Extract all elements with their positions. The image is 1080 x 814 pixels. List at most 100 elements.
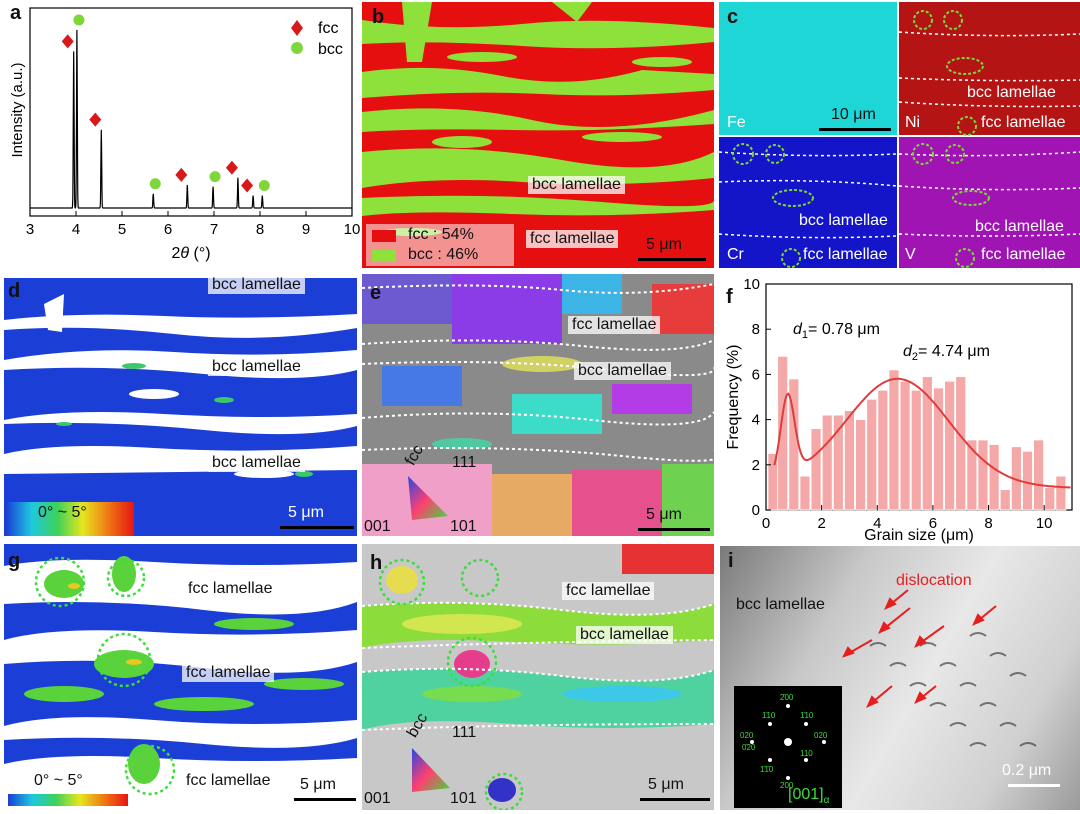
- panel-label-e: e: [370, 282, 382, 304]
- ipf-bcc-image: [362, 544, 714, 810]
- ni-fcc-label: fcc lamellae: [981, 114, 1066, 131]
- v-label: V: [905, 246, 916, 263]
- eds-boundary-overlay: [719, 10, 1080, 268]
- grain-size-bar: [810, 428, 822, 511]
- bcc-legend-swatch: [372, 250, 396, 262]
- scale-bar-label: 5 μm: [288, 504, 324, 521]
- d2-annotation: d2= 4.74 μm: [903, 343, 990, 363]
- tem-image: [842, 589, 1037, 747]
- panel-label-c: c: [727, 6, 739, 28]
- grain-size-bar: [999, 489, 1011, 511]
- grain-size-bar: [977, 439, 989, 511]
- scale-bar-label: 5 μm: [646, 506, 682, 523]
- panel-label-d: d: [8, 280, 21, 302]
- bcc-legend-label: bcc: [318, 41, 343, 58]
- fcc-legend-label: fcc: [318, 20, 338, 37]
- misorientation-colorbar: [8, 794, 128, 806]
- lamellae-label-low: bcc lamellae: [208, 454, 305, 472]
- bcc-lamellae-label: bcc lamellae: [736, 596, 825, 613]
- colorbar-label: 0° ~ 5°: [38, 504, 87, 521]
- x-tick-label: 0: [762, 515, 770, 532]
- bcc-peak-marker: [209, 171, 221, 183]
- y-tick-label: 4: [752, 412, 760, 429]
- saed-spot-label: 020: [740, 731, 754, 740]
- grain-size-bar: [910, 389, 922, 511]
- panel-e-ipf-fcc: fcc lamellae bcc lamellae fcc 111 001 10…: [362, 274, 714, 536]
- panel-label-g: g: [8, 550, 21, 572]
- saed-zone-axis: [001]α: [788, 786, 830, 807]
- grain-size-bar: [888, 369, 900, 511]
- scale-bar-label: 10 μm: [831, 106, 876, 123]
- cr-bcc-label: bcc lamellae: [799, 212, 888, 229]
- saed-pattern: 2̄00 1̄10 020 1̄10 110 020 0̄20 1̄1̄0 20…: [740, 693, 828, 790]
- grain-size-bar: [777, 355, 789, 511]
- x-tick-label: 10: [344, 221, 360, 238]
- x-tick-label: 3: [26, 221, 34, 238]
- fcc-peak-marker: [241, 178, 254, 193]
- d1-annotation: d1= 0.78 μm: [793, 321, 880, 341]
- x-tick-label: 4: [72, 221, 80, 238]
- y-tick-label: 2: [752, 457, 760, 474]
- saed-spot-label: 200: [780, 781, 794, 790]
- misorientation-colorbar: [6, 502, 134, 536]
- v-map: [899, 137, 1080, 268]
- fe-label: Fe: [727, 114, 746, 131]
- scale-bar: [640, 798, 710, 801]
- grain-size-bar: [1022, 450, 1033, 511]
- v-fcc-label: fcc lamellae: [981, 246, 1066, 263]
- grain-size-bar: [832, 414, 844, 511]
- grain-size-bar: [767, 453, 779, 511]
- grain-size-bar: [855, 419, 866, 511]
- ipf-triangle: [412, 748, 450, 792]
- fcc-peak-marker: [175, 167, 188, 182]
- fcc-fraction-label: fcc : 54%: [408, 226, 474, 243]
- fcc-legend-marker: [291, 20, 303, 36]
- grain-size-bar: [933, 387, 944, 511]
- panel-h-ipf-bcc: fcc lamellae bcc lamellae bcc 111 001 10…: [362, 544, 714, 810]
- v-bcc-label: bcc lamellae: [975, 218, 1064, 235]
- ni-map: [899, 2, 1080, 135]
- grain-size-bar: [844, 410, 855, 511]
- panel-a-xrd: 3 4 5 6 7 8 9 10 fcc bcc Intensity (a.u.) 2θ (°…: [0, 0, 360, 268]
- y-tick-label: 10: [743, 276, 760, 293]
- panel-f-grain-size: 0 2 4 6 8 10 0 2 4 6 8 10 d1= 0.78 μm d2= 4.74 μm G…: [718, 274, 1080, 544]
- y-tick-label: 6: [752, 366, 760, 383]
- grain-size-bar: [921, 376, 933, 511]
- fcc-lamellae-label: fcc lamellae: [526, 230, 619, 248]
- bcc-legend-marker: [291, 42, 303, 54]
- scale-bar: [1008, 784, 1060, 787]
- saed-spot-label: 1̄1̄0: [760, 765, 774, 774]
- ipf-101-label: 101: [450, 518, 477, 535]
- grain-size-bar: [899, 380, 911, 511]
- cr-fcc-label: fcc lamellae: [803, 246, 888, 263]
- grain-size-bar: [1044, 486, 1056, 511]
- grain-size-bar: [966, 439, 978, 511]
- xrd-ylabel: Intensity (a.u.): [9, 62, 26, 157]
- bcc-lamellae-label: bcc lamellae: [574, 362, 671, 380]
- kam-bcc-image: [4, 278, 357, 536]
- bcc-fraction-label: bcc : 46%: [408, 246, 479, 263]
- fcc-peak-marker: [225, 160, 238, 175]
- grain-size-bar: [1055, 475, 1067, 511]
- fcc-lamellae-label: fcc lamellae: [568, 316, 661, 334]
- grain-size-bar: [1033, 439, 1045, 511]
- panel-label-i: i: [728, 550, 734, 572]
- x-tick-label: 7: [210, 221, 218, 238]
- grain-size-bar: [877, 389, 889, 511]
- saed-spot-label: 1̄10: [762, 711, 776, 720]
- panel-i-tem: bcc lamellae dislocation 2̄00 1̄10 020 1…: [720, 546, 1080, 810]
- bcc-lamellae-label: bcc lamellae: [576, 626, 673, 644]
- grain-size-ticks: 0 2 4 6 8 10 0 2 4 6 8 10: [743, 276, 1052, 532]
- panel-label-a: a: [10, 2, 22, 24]
- xrd-chart: 3 4 5 6 7 8 9 10 fcc bcc Intensity (a.u.) 2θ (°…: [9, 7, 360, 262]
- grain-size-bar: [799, 475, 811, 511]
- scale-bar-label: 0.2 μm: [1002, 762, 1052, 779]
- grain-size-bars: [767, 355, 1067, 511]
- scale-bar-label: 5 μm: [646, 236, 682, 253]
- ipf-101-label: 101: [450, 790, 477, 807]
- x-tick-label: 2: [817, 515, 825, 532]
- saed-inset: 2̄00 1̄10 020 1̄10 110 020 0̄20 1̄1̄0 20…: [734, 686, 842, 808]
- ipf-001-label: 001: [364, 790, 391, 807]
- saed-spot-label: 2̄00: [780, 693, 794, 702]
- grain-size-bar: [988, 444, 1000, 511]
